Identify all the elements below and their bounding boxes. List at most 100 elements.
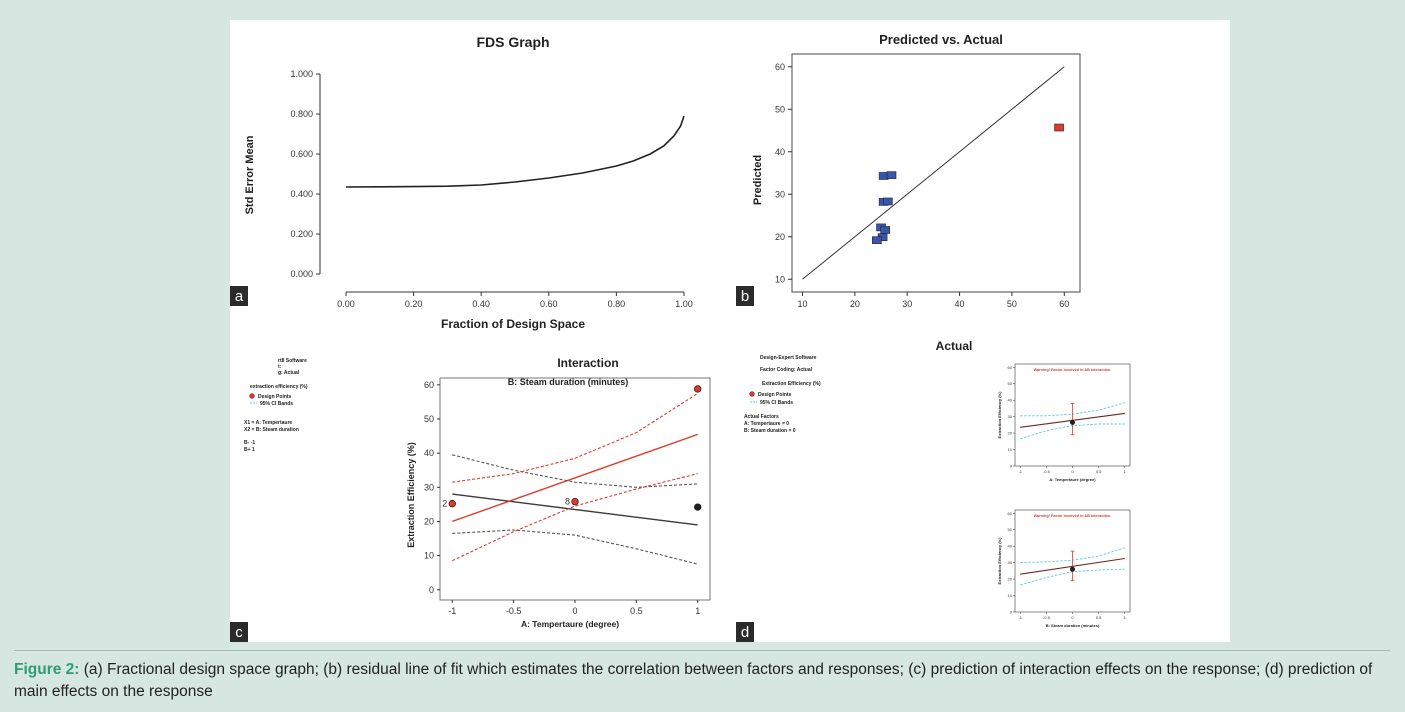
chart-d-bottom-y-tick-label: 0 xyxy=(1010,610,1013,615)
chart-c-design-point xyxy=(694,385,702,393)
chart-b-x-tick-label: 50 xyxy=(1007,299,1017,309)
chart-d-top-x-tick-label: -1 xyxy=(1018,469,1022,474)
chart-b-y-tick-label: 50 xyxy=(775,104,785,114)
chart-c-series-line xyxy=(452,493,698,526)
chart-c-xlabel: A: Tempertaure (degree) xyxy=(521,619,619,629)
chart-d-bottom-y-tick-label: 50 xyxy=(1008,527,1013,532)
chart-d-top-y-tick-label: 10 xyxy=(1008,447,1013,452)
chart-c-point-label: 2 xyxy=(442,499,447,509)
chart-b-y-tick-label: 30 xyxy=(775,189,785,199)
legend-design-point-marker xyxy=(749,391,755,397)
chart-b-y-tick-label: 10 xyxy=(775,274,785,284)
chart-d-top-y-tick-label: 40 xyxy=(1008,398,1013,403)
chart-d-bottom-xlabel: B: Steam duration (minutes) xyxy=(1046,623,1100,628)
chart-b-fit-line xyxy=(802,66,1065,280)
chart-b-x-tick-label: 10 xyxy=(797,299,807,309)
caption-text: (a) Fractional design space graph; (b) r… xyxy=(14,661,1373,700)
legend-entry: Actual Factors xyxy=(744,414,779,420)
panel-letter-c: c xyxy=(230,622,248,642)
chart-d-bottom-ylabel: Extraction Efficiency (%) xyxy=(997,537,1002,585)
chart-c-y-tick-label: 30 xyxy=(424,482,434,492)
chart-d-bottom-x-tick-label: -1 xyxy=(1018,615,1022,620)
chart-a-y-tick-label: 0.000 xyxy=(290,269,313,279)
svg-text:d: d xyxy=(741,624,749,641)
legend-entry: 95% CI Bands xyxy=(760,400,793,406)
chart-b-y-tick-label: 60 xyxy=(775,62,785,72)
chart-a-title: FDS Graph xyxy=(476,34,549,50)
legend-entry: extraction efficiency (%) xyxy=(250,384,308,390)
chart-b-point xyxy=(1054,123,1064,132)
chart-d-top-y-tick-label: 0 xyxy=(1010,464,1013,469)
legend-entry: A: Tempertaure = 0 xyxy=(744,421,789,427)
chart-c-series-line xyxy=(452,433,698,523)
chart-d-top-x-tick-label: -0.5 xyxy=(1043,469,1051,474)
chart-a-series-line xyxy=(345,115,685,188)
chart-c-ci-band xyxy=(452,392,698,483)
chart-d-top-ylabel: Extraction Efficiency (%) xyxy=(997,391,1002,439)
chart-b-title: Predicted vs. Actual xyxy=(879,32,1003,47)
chart-b-point xyxy=(886,171,897,179)
chart-a-x-tick-label: 1.00 xyxy=(675,299,693,309)
legend-entry: rt8 Software xyxy=(278,358,307,364)
chart-d-top-xlabel: A: Tempertaure (degree) xyxy=(1049,477,1096,482)
chart-c-y-tick-label: 0 xyxy=(429,585,434,595)
chart-c-title: Interaction xyxy=(557,356,618,370)
chart-d-top-y-tick-label: 20 xyxy=(1008,431,1013,436)
chart-c-y-tick-label: 10 xyxy=(424,551,434,561)
chart-b-plot-frame xyxy=(791,53,1081,293)
chart-a-ylabel: Std Error Mean xyxy=(244,135,256,214)
chart-b-point xyxy=(883,197,893,206)
chart-b-x-tick-label: 30 xyxy=(902,299,912,309)
legend-entry: Extraction Efficiency (%) xyxy=(762,381,821,387)
figure-svg: FDS Graph Std Error Mean Fraction of Des… xyxy=(230,32,1131,642)
legend-entry: t: xyxy=(278,364,282,370)
caption-label: Figure 2: xyxy=(14,661,80,678)
panel-letter-b: b xyxy=(736,286,754,306)
chart-c-y-tick-label: 20 xyxy=(424,516,434,526)
chart-d-bottom-x-tick-label: 1 xyxy=(1124,615,1127,620)
chart-a-y-tick-label: 0.600 xyxy=(290,149,313,159)
legend-entry: Design Points xyxy=(758,392,792,398)
legend-entry: g: Actual xyxy=(278,370,300,376)
chart-a-x-tick-label: 0.80 xyxy=(608,299,626,309)
chart-b-x-tick-label: 20 xyxy=(850,299,860,309)
chart-a-xlabel: Fraction of Design Space xyxy=(441,317,585,331)
chart-d-bottom-y-tick-label: 30 xyxy=(1008,560,1013,565)
chart-b-point xyxy=(880,226,891,234)
chart-a-plot: 0.000 0.200 0.400 0.600 0.800 1.000 0.00 0.20 0.… xyxy=(290,69,692,309)
svg-text:a: a xyxy=(235,288,244,305)
chart-a-x-tick-label: 0.40 xyxy=(472,299,490,309)
chart-c-x-tick-label: 0.5 xyxy=(630,606,643,616)
svg-text:b: b xyxy=(741,288,749,305)
chart-d-top-x-tick-label: 1 xyxy=(1124,469,1127,474)
chart-d-bottom-x-tick-label: 0 xyxy=(1071,615,1074,620)
figure-panel xyxy=(230,20,1230,642)
chart-c-ci-band xyxy=(452,454,698,488)
chart-a-y-tick-label: 0.400 xyxy=(290,189,313,199)
chart-d-top-design-point xyxy=(1069,419,1076,425)
chart-b-point xyxy=(872,236,882,244)
chart-b-x-tick-label: 40 xyxy=(955,299,965,309)
chart-d-top-title: Warning! Factor involved in AB interacti… xyxy=(1034,368,1112,372)
legend-entry: 95% CI Bands xyxy=(260,401,293,407)
chart-a-x-tick-label: 0.00 xyxy=(337,299,355,309)
chart-a-x-tick-label: 0.20 xyxy=(405,299,423,309)
chart-c-x-tick-label: 1 xyxy=(695,606,700,616)
chart-d-top-y-tick-label: 50 xyxy=(1008,381,1013,386)
panel-letter-a: a xyxy=(230,286,248,306)
chart-c-y-tick-label: 50 xyxy=(424,414,434,424)
chart-c-ylabel: Extraction Efficiency (%) xyxy=(406,442,416,548)
legend-entry: X2 = B: Steam duration xyxy=(244,427,299,433)
legend-entry: Design Points xyxy=(258,394,292,400)
chart-c-ci-band xyxy=(452,473,698,562)
chart-d-bottom-title: Warning! Factor involved in AB interacti… xyxy=(1034,514,1112,518)
chart-a-y-tick-label: 0.200 xyxy=(290,229,313,239)
chart-b-x-tick-label: 60 xyxy=(1059,299,1069,309)
chart-c-design-point xyxy=(448,500,456,508)
chart-c-x-tick-label: -1 xyxy=(448,606,456,616)
chart-c-subtitle: B: Steam duration (minutes) xyxy=(508,377,629,387)
chart-d-top-x-tick-label: 0.5 xyxy=(1096,469,1102,474)
chart-d-top-x-tick-label: 0 xyxy=(1071,469,1074,474)
legend-design-point-marker xyxy=(249,393,255,399)
